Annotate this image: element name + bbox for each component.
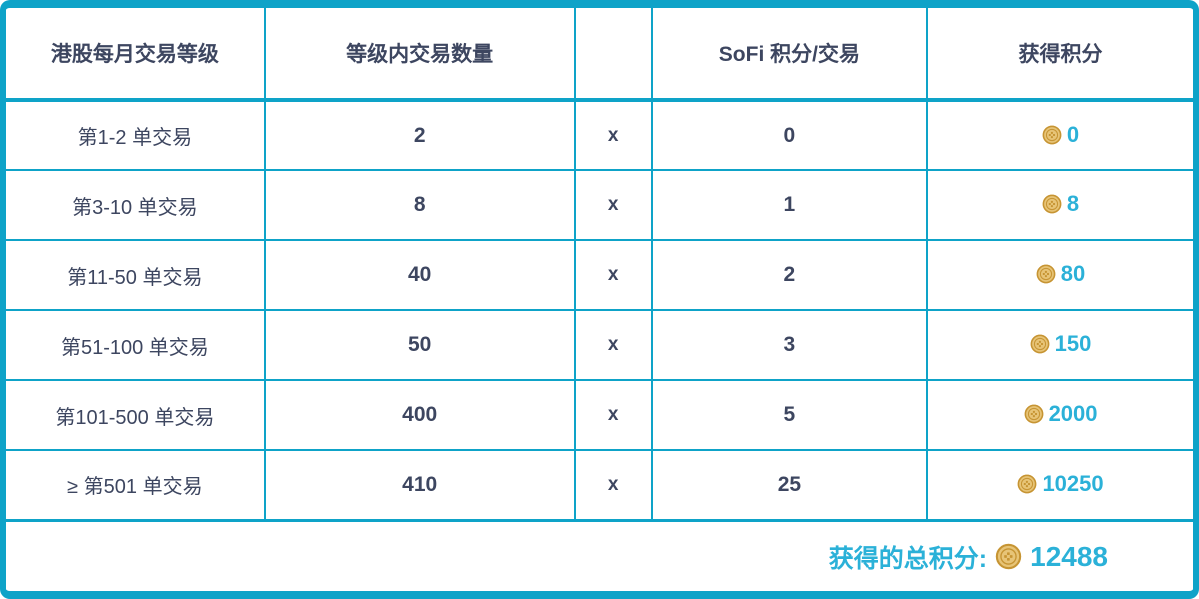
earned-points-cell: 8 — [927, 170, 1193, 241]
points-per-trade-cell: 0 — [651, 100, 929, 171]
earned-points-cell: 10250 — [927, 450, 1193, 522]
points-per-trade-cell: 1 — [651, 170, 929, 241]
table-row: 第101-500 单交易 400 x 5 2000 — [6, 380, 1193, 451]
table-body: 第1-2 单交易 2 x 0 0 第3-10 单交易 8 x 1 — [6, 100, 1193, 522]
header-tier: 港股每月交易等级 — [6, 8, 266, 102]
coin-icon — [1029, 334, 1050, 354]
tier-cell: 第101-500 单交易 — [6, 380, 266, 451]
points-table: 港股每月交易等级 等级内交易数量 SoFi 积分/交易 获得积分 第1-2 单交… — [6, 8, 1193, 591]
earned-points-cell: 0 — [927, 100, 1193, 171]
total-cell: 获得的总积分: 12488 — [6, 520, 1193, 591]
table-row: 第1-2 单交易 2 x 0 0 — [6, 100, 1193, 171]
quantity-cell: 400 — [264, 380, 576, 451]
header-row: 港股每月交易等级 等级内交易数量 SoFi 积分/交易 获得积分 — [6, 8, 1193, 102]
earned-points-cell: 80 — [927, 240, 1193, 311]
earned-points-value: 8 — [1066, 191, 1080, 216]
multiply-symbol: x — [574, 240, 653, 311]
earned-points-value: 80 — [1060, 261, 1086, 286]
coin-icon — [995, 543, 1023, 571]
coin-icon — [1041, 124, 1062, 145]
points-per-trade-cell: 2 — [651, 240, 929, 311]
tier-cell: 第11-50 单交易 — [6, 240, 266, 311]
quantity-cell: 410 — [264, 450, 576, 522]
earned-points-value: 2000 — [1048, 401, 1098, 426]
multiply-symbol: x — [574, 310, 653, 381]
tier-cell: ≥ 第501 单交易 — [6, 450, 266, 522]
coin-icon — [1035, 264, 1056, 284]
table-row: 第51-100 单交易 50 x 3 150 — [6, 310, 1193, 381]
table-row: ≥ 第501 单交易 410 x 25 10250 — [6, 450, 1193, 522]
header-quantity: 等级内交易数量 — [264, 8, 576, 102]
quantity-cell: 2 — [264, 100, 576, 171]
coin-icon — [1017, 473, 1038, 494]
coin-icon — [1023, 404, 1044, 424]
header-multiply — [574, 8, 653, 102]
points-per-trade-cell: 5 — [651, 380, 929, 451]
total-label: 获得的总积分: — [828, 544, 988, 573]
multiply-symbol: x — [574, 170, 653, 241]
points-per-trade-cell: 3 — [651, 310, 929, 381]
points-per-trade-cell: 25 — [651, 450, 929, 522]
quantity-cell: 50 — [264, 310, 576, 381]
table-row: 第3-10 单交易 8 x 1 8 — [6, 170, 1193, 241]
multiply-symbol: x — [574, 450, 653, 522]
tier-cell: 第1-2 单交易 — [6, 100, 266, 171]
earned-points-value: 10250 — [1042, 470, 1104, 496]
tier-cell: 第51-100 单交易 — [6, 310, 266, 381]
multiply-symbol: x — [574, 380, 653, 451]
earned-points-value: 150 — [1054, 331, 1092, 356]
quantity-cell: 8 — [264, 170, 576, 241]
coin-icon — [1041, 194, 1062, 214]
table-row: 第11-50 单交易 40 x 2 80 — [6, 240, 1193, 311]
earned-points-cell: 150 — [927, 310, 1193, 381]
table-footer: 获得的总积分: 12488 — [6, 520, 1193, 591]
earned-points-value: 0 — [1066, 121, 1080, 147]
quantity-cell: 40 — [264, 240, 576, 311]
header-points-per-trade: SoFi 积分/交易 — [651, 8, 929, 102]
earned-points-cell: 2000 — [927, 380, 1193, 451]
tier-cell: 第3-10 单交易 — [6, 170, 266, 241]
total-points-value: 12488 — [1030, 540, 1108, 572]
multiply-symbol: x — [574, 100, 653, 171]
table-header: 港股每月交易等级 等级内交易数量 SoFi 积分/交易 获得积分 — [6, 8, 1193, 102]
total-row: 获得的总积分: 12488 — [6, 520, 1193, 591]
header-earned: 获得积分 — [927, 8, 1193, 102]
